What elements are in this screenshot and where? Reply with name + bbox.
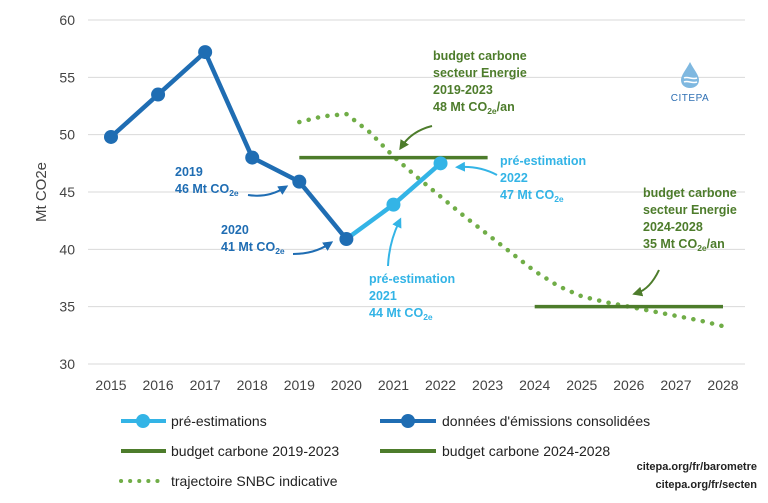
- annotation-arrows: [247, 125, 660, 297]
- data-point-consolidated: [151, 87, 166, 102]
- annotation-2022: pré-estimation 2022 47 Mt CO2e: [500, 154, 586, 204]
- arrow-2020: [292, 241, 334, 255]
- annotation-line: 2019-2023: [433, 83, 493, 97]
- annotation-line: 44 Mt CO: [369, 306, 423, 320]
- y-tick-label: 35: [59, 299, 75, 315]
- legend-item-pre-estimations: pré-estimations: [121, 413, 267, 429]
- source-link-barometre[interactable]: citepa.org/fr/barometre: [637, 461, 757, 473]
- annotation-subscript: 2e: [229, 188, 239, 198]
- series-layer: [104, 45, 726, 329]
- arrow-budget-2024-2028: [632, 269, 660, 297]
- series-line-snbc: [297, 111, 726, 329]
- x-tick-label: 2022: [425, 377, 456, 393]
- x-tick-label: 2028: [707, 377, 738, 393]
- water-drop-icon: [681, 62, 699, 88]
- x-tick-label: 2015: [95, 377, 126, 393]
- x-tick-label: 2024: [519, 377, 550, 393]
- annotation-subscript: 2e: [554, 194, 564, 204]
- annotation-2019: 2019 46 Mt CO2e: [175, 165, 239, 198]
- x-tick-label: 2020: [331, 377, 362, 393]
- annotation-line: secteur Energie: [433, 66, 527, 80]
- arrow-2019: [247, 185, 289, 197]
- annotation-line: 2019: [175, 165, 203, 179]
- logo-text: CITEPA: [671, 93, 709, 104]
- annotation-budget-2019-2023: budget carbone secteur Energie 2019-2023 48…: [433, 49, 527, 116]
- arrow-2022: [455, 161, 498, 176]
- x-tick-label: 2016: [142, 377, 173, 393]
- annotation-line: secteur Energie: [643, 203, 737, 217]
- x-tick-label: 2027: [660, 377, 691, 393]
- x-tick-label: 2023: [472, 377, 503, 393]
- legend: pré-estimations données d'émissions cons…: [119, 413, 650, 489]
- citepa-logo: CITEPA: [671, 62, 709, 104]
- annotation-subscript: 2e: [487, 106, 497, 116]
- legend-item-budget-2019-2023: budget carbone 2019-2023: [121, 443, 339, 459]
- annotation-line: 2024-2028: [643, 220, 703, 234]
- y-tick-label: 60: [59, 12, 75, 28]
- x-tick-label: 2017: [190, 377, 221, 393]
- annotation-line: pré-estimation: [369, 272, 455, 286]
- annotation-2020: 2020 41 Mt CO2e: [221, 223, 285, 256]
- annotation-line: 48 Mt CO: [433, 100, 487, 114]
- legend-item-donnees-consolidees: données d'émissions consolidées: [380, 413, 650, 429]
- annotation-tail: /an: [707, 237, 725, 251]
- data-point-consolidated: [292, 174, 307, 189]
- y-axis-label: Mt CO2e: [33, 162, 50, 222]
- annotation-line: 35 Mt CO: [643, 237, 697, 251]
- x-tick-label: 2025: [566, 377, 597, 393]
- data-point-pre-estimation: [433, 156, 448, 171]
- legend-label: budget carbone 2019-2023: [171, 443, 339, 459]
- data-point-consolidated: [245, 150, 260, 165]
- x-tick-label: 2026: [613, 377, 644, 393]
- data-point-consolidated: [339, 232, 354, 247]
- legend-label: trajectoire SNBC indicative: [171, 473, 338, 489]
- annotation-line: 2020: [221, 223, 249, 237]
- y-tick-label: 45: [59, 184, 75, 200]
- annotation-line: pré-estimation: [500, 154, 586, 168]
- data-point-consolidated: [104, 129, 118, 144]
- x-tick-label: 2019: [284, 377, 315, 393]
- legend-label: budget carbone 2024-2028: [442, 443, 610, 459]
- y-axis: 30 35 40 45 50 55 60: [59, 12, 75, 372]
- annotation-tail: /an: [497, 100, 515, 114]
- annotation-line: 2022: [500, 171, 528, 185]
- y-tick-label: 40: [59, 241, 75, 257]
- annotation-subscript: 2e: [423, 312, 433, 322]
- legend-item-budget-2024-2028: budget carbone 2024-2028: [380, 443, 610, 459]
- y-tick-label: 55: [59, 69, 75, 85]
- x-tick-label: 2021: [378, 377, 409, 393]
- legend-label: pré-estimations: [171, 413, 267, 429]
- series-line-consolidated: [109, 49, 349, 241]
- arrow-2021: [387, 217, 402, 267]
- y-tick-label: 50: [59, 127, 75, 143]
- data-point-consolidated: [198, 45, 213, 60]
- annotation-line: 46 Mt CO: [175, 182, 229, 196]
- annotation-line: 41 Mt CO: [221, 240, 275, 254]
- x-tick-label: 2018: [237, 377, 268, 393]
- annotation-line: 2021: [369, 289, 397, 303]
- annotation-budget-2024-2028: budget carbone secteur Energie 2024-2028 35…: [643, 186, 737, 253]
- arrow-budget-2019-2023: [399, 125, 433, 151]
- legend-item-snbc: trajectoire SNBC indicative: [119, 473, 338, 489]
- grid: [88, 19, 745, 365]
- x-axis: 2015 2016 2017 2018 2019 2020 2021 2022 2023 2024…: [95, 377, 738, 393]
- data-point-pre-estimation: [386, 197, 401, 212]
- y-tick-label: 30: [59, 356, 75, 372]
- annotation-subscript: 2e: [697, 243, 707, 253]
- annotation-line: budget carbone: [643, 186, 737, 200]
- annotation-line: budget carbone: [433, 49, 527, 63]
- annotation-line: 47 Mt CO: [500, 188, 554, 202]
- annotation-2021: pré-estimation 2021 44 Mt CO2e: [369, 272, 455, 322]
- annotation-subscript: 2e: [275, 246, 285, 256]
- source-link-secten[interactable]: citepa.org/fr/secten: [656, 479, 758, 491]
- legend-label: données d'émissions consolidées: [442, 413, 650, 429]
